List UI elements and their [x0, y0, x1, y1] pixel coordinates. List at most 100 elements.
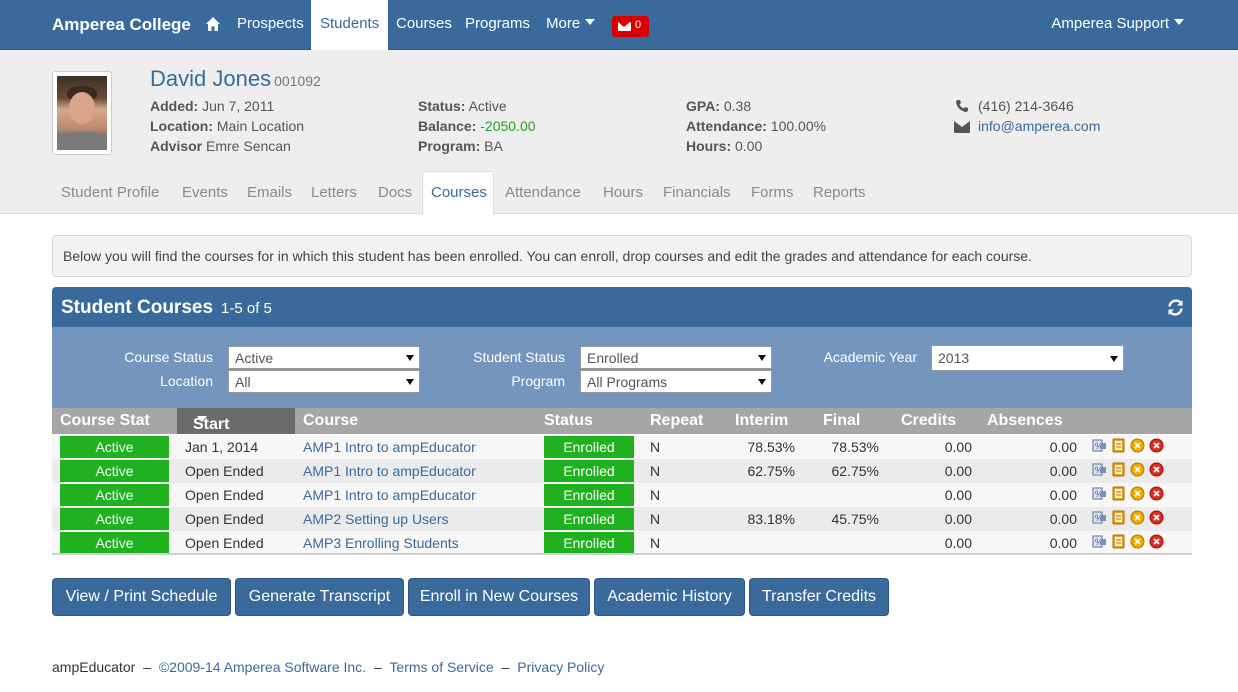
- privacy-link[interactable]: Privacy Policy: [517, 659, 605, 675]
- student-status-label: Student Status: [473, 349, 565, 365]
- col-final[interactable]: Final: [823, 412, 861, 429]
- courses-panel-header: Student Courses 1-5 of 5: [52, 287, 1192, 327]
- generate-transcript-button[interactable]: Generate Transcript: [235, 578, 404, 616]
- drop-course-icon[interactable]: [1130, 486, 1145, 501]
- course-link[interactable]: AMP1 Intro to ampEducator: [303, 487, 476, 503]
- absences-value: 0.00: [1049, 439, 1077, 455]
- student-status-select[interactable]: Enrolled: [580, 346, 772, 369]
- drop-course-icon[interactable]: [1130, 510, 1145, 525]
- home-icon[interactable]: [205, 16, 221, 32]
- panel-count: 1-5 of 5: [221, 300, 272, 317]
- program-select[interactable]: All Programs: [580, 370, 772, 393]
- tab-forms[interactable]: Forms: [751, 184, 794, 201]
- refresh-icon[interactable]: [1167, 299, 1184, 316]
- nav-prospects[interactable]: Prospects: [237, 15, 304, 32]
- delete-icon[interactable]: [1149, 534, 1164, 549]
- mail-badge[interactable]: 0: [612, 16, 649, 37]
- final-grade: 78.53%: [831, 439, 879, 455]
- info-alert: Below you will find the courses for in w…: [52, 235, 1192, 277]
- repeat-value: N: [650, 463, 661, 479]
- credits-value: 0.00: [944, 511, 972, 527]
- start-date: Open Ended: [185, 463, 264, 479]
- svg-text:%: %: [1095, 513, 1103, 523]
- svg-text:%: %: [1095, 537, 1103, 547]
- grades-icon[interactable]: %: [1092, 510, 1107, 525]
- user-menu[interactable]: Amperea Support: [1051, 15, 1184, 32]
- nav-programs[interactable]: Programs: [465, 15, 531, 32]
- course-link[interactable]: AMP2 Setting up Users: [303, 511, 449, 527]
- program-info: Program: BA: [418, 138, 503, 154]
- attendance-icon[interactable]: [1111, 486, 1126, 501]
- col-absences[interactable]: Absences: [987, 412, 1063, 429]
- delete-icon[interactable]: [1149, 486, 1164, 501]
- dropdown-arrow-icon: [1110, 356, 1118, 362]
- col-course[interactable]: Course: [303, 412, 359, 429]
- row-actions: %: [1092, 510, 1164, 526]
- table-row: Active Open Ended AMP3 Enrolling Students E…: [52, 531, 1192, 555]
- nav-courses[interactable]: Courses: [396, 15, 452, 32]
- interim-grade: 62.75%: [747, 463, 795, 479]
- delete-icon[interactable]: [1149, 510, 1164, 525]
- tab-reports[interactable]: Reports: [813, 184, 866, 201]
- grades-icon[interactable]: %: [1092, 462, 1107, 477]
- attendance-info: Attendance: 100.00%: [686, 118, 827, 134]
- attendance-icon[interactable]: [1111, 510, 1126, 525]
- academic-history-button[interactable]: Academic History: [594, 578, 745, 616]
- course-link[interactable]: AMP3 Enrolling Students: [303, 535, 459, 551]
- course-link[interactable]: AMP1 Intro to ampEducator: [303, 463, 476, 479]
- nav-students[interactable]: Students: [311, 0, 388, 50]
- col-repeat[interactable]: Repeat: [650, 412, 704, 429]
- grades-icon[interactable]: %: [1092, 534, 1107, 549]
- tab-letters[interactable]: Letters: [311, 184, 357, 201]
- interim-grade: 83.18%: [747, 511, 795, 527]
- repeat-value: N: [650, 487, 661, 503]
- course-status-label: Course Status: [124, 349, 213, 365]
- student-email-link[interactable]: info@amperea.com: [978, 118, 1101, 134]
- start-date: Open Ended: [185, 487, 264, 503]
- tab-courses[interactable]: Courses: [422, 171, 494, 215]
- course-link[interactable]: AMP1 Intro to ampEducator: [303, 439, 476, 455]
- enroll-new-courses-button[interactable]: Enroll in New Courses: [408, 578, 590, 616]
- transfer-credits-button[interactable]: Transfer Credits: [749, 578, 889, 616]
- sort-desc-icon: [197, 416, 207, 422]
- dropdown-arrow-icon: [406, 379, 414, 385]
- col-start[interactable]: Start: [177, 408, 295, 434]
- absences-value: 0.00: [1049, 511, 1077, 527]
- academic-year-select[interactable]: 2013: [931, 345, 1124, 371]
- attendance-icon[interactable]: [1111, 462, 1126, 477]
- academic-year-label: Academic Year: [823, 349, 917, 365]
- tab-financials[interactable]: Financials: [663, 184, 731, 201]
- tab-student-profile[interactable]: Student Profile: [61, 184, 160, 201]
- view-print-schedule-button[interactable]: View / Print Schedule: [52, 578, 231, 616]
- tab-attendance[interactable]: Attendance: [505, 184, 581, 201]
- delete-icon[interactable]: [1149, 438, 1164, 453]
- svg-text:%: %: [1095, 465, 1103, 475]
- location-select[interactable]: All: [228, 370, 420, 393]
- hours-info: Hours: 0.00: [686, 138, 763, 154]
- terms-link[interactable]: Terms of Service: [389, 659, 494, 675]
- tab-emails[interactable]: Emails: [247, 184, 293, 201]
- phone-icon: [956, 100, 968, 112]
- copyright-link[interactable]: ©2009-14 Amperea Software Inc.: [158, 659, 367, 675]
- grades-icon[interactable]: %: [1092, 486, 1107, 501]
- table-row: Active Open Ended AMP2 Setting up Users Enr…: [52, 507, 1192, 531]
- attendance-icon[interactable]: [1111, 534, 1126, 549]
- attendance-icon[interactable]: [1111, 438, 1126, 453]
- brand-link[interactable]: Amperea College: [52, 15, 191, 34]
- col-status[interactable]: Status: [544, 412, 593, 429]
- tab-docs[interactable]: Docs: [378, 184, 413, 201]
- nav-more[interactable]: More: [546, 15, 596, 32]
- status-badge: Enrolled: [544, 436, 634, 458]
- delete-icon[interactable]: [1149, 462, 1164, 477]
- drop-course-icon[interactable]: [1130, 534, 1145, 549]
- course-status-select[interactable]: Active: [228, 346, 420, 369]
- drop-course-icon[interactable]: [1130, 462, 1145, 477]
- col-interim[interactable]: Interim: [735, 412, 789, 429]
- col-credits[interactable]: Credits: [901, 412, 957, 429]
- drop-course-icon[interactable]: [1130, 438, 1145, 453]
- grades-icon[interactable]: %: [1092, 438, 1107, 453]
- col-course-stat[interactable]: Course Stat: [60, 412, 150, 429]
- credits-value: 0.00: [944, 535, 972, 551]
- tab-hours[interactable]: Hours: [603, 184, 644, 201]
- tab-events[interactable]: Events: [182, 184, 228, 201]
